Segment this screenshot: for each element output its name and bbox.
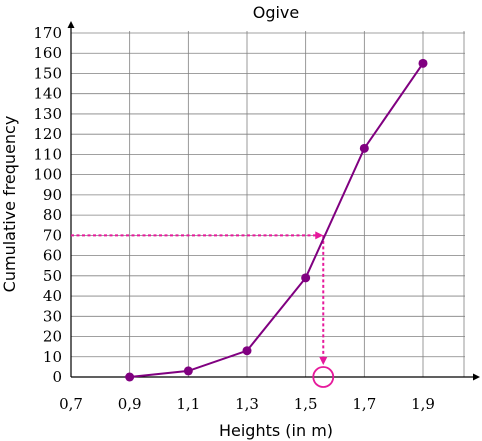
annotation-arrow-right: [315, 231, 324, 240]
x-tick-label: 1,5: [294, 395, 318, 413]
y-tick-label: 120: [33, 125, 62, 143]
x-tick-label: 0,9: [118, 395, 142, 413]
data-point: [418, 58, 428, 68]
data-point: [359, 143, 369, 153]
x-tick-label: 1,3: [235, 395, 259, 413]
y-axis-arrow: [67, 21, 75, 28]
data-point: [125, 372, 135, 382]
y-tick-label: 10: [43, 348, 62, 366]
y-tick-label: 40: [43, 287, 62, 305]
data-point: [183, 366, 193, 376]
y-tick-label: 70: [43, 226, 62, 244]
y-tick-label: 20: [43, 328, 62, 346]
data-point: [242, 346, 252, 356]
y-tick-label: 170: [33, 24, 62, 42]
y-tick-label: 30: [43, 307, 62, 325]
x-tick-label: 0,7: [59, 395, 83, 413]
x-axis-arrow: [473, 373, 480, 381]
data-point: [301, 273, 311, 283]
x-tick-label: 1,1: [176, 395, 200, 413]
y-tick-label: 110: [33, 145, 62, 163]
x-axis-label: Heights (in m): [219, 421, 333, 440]
chart-title: Ogive: [253, 3, 300, 22]
annotation: [71, 231, 335, 388]
y-tick-label: 90: [43, 186, 62, 204]
x-tick-label: 1,9: [411, 395, 435, 413]
tick-labels: 0 10 20 30 40 50 60 70 80 90 100 110 120 130 140 150 160…: [33, 24, 435, 413]
series: [125, 58, 428, 382]
ogive-line: [129, 62, 424, 378]
y-tick-label: 140: [33, 85, 62, 103]
y-tick-label: 80: [43, 206, 62, 224]
y-axis-label: Cumulative frequency: [0, 116, 19, 293]
y-tick-label: 100: [33, 166, 62, 184]
grid: [71, 31, 465, 377]
annotation-arrow-down: [319, 357, 328, 365]
y-tick-label: 60: [43, 247, 62, 265]
y-tick-label: 130: [33, 105, 62, 123]
annotation-circle: [312, 366, 335, 388]
y-tick-label: 0: [52, 368, 62, 386]
x-tick-label: 1,7: [352, 395, 376, 413]
y-tick-label: 150: [33, 64, 62, 82]
y-tick-label: 160: [33, 44, 62, 62]
y-tick-label: 50: [43, 267, 62, 285]
